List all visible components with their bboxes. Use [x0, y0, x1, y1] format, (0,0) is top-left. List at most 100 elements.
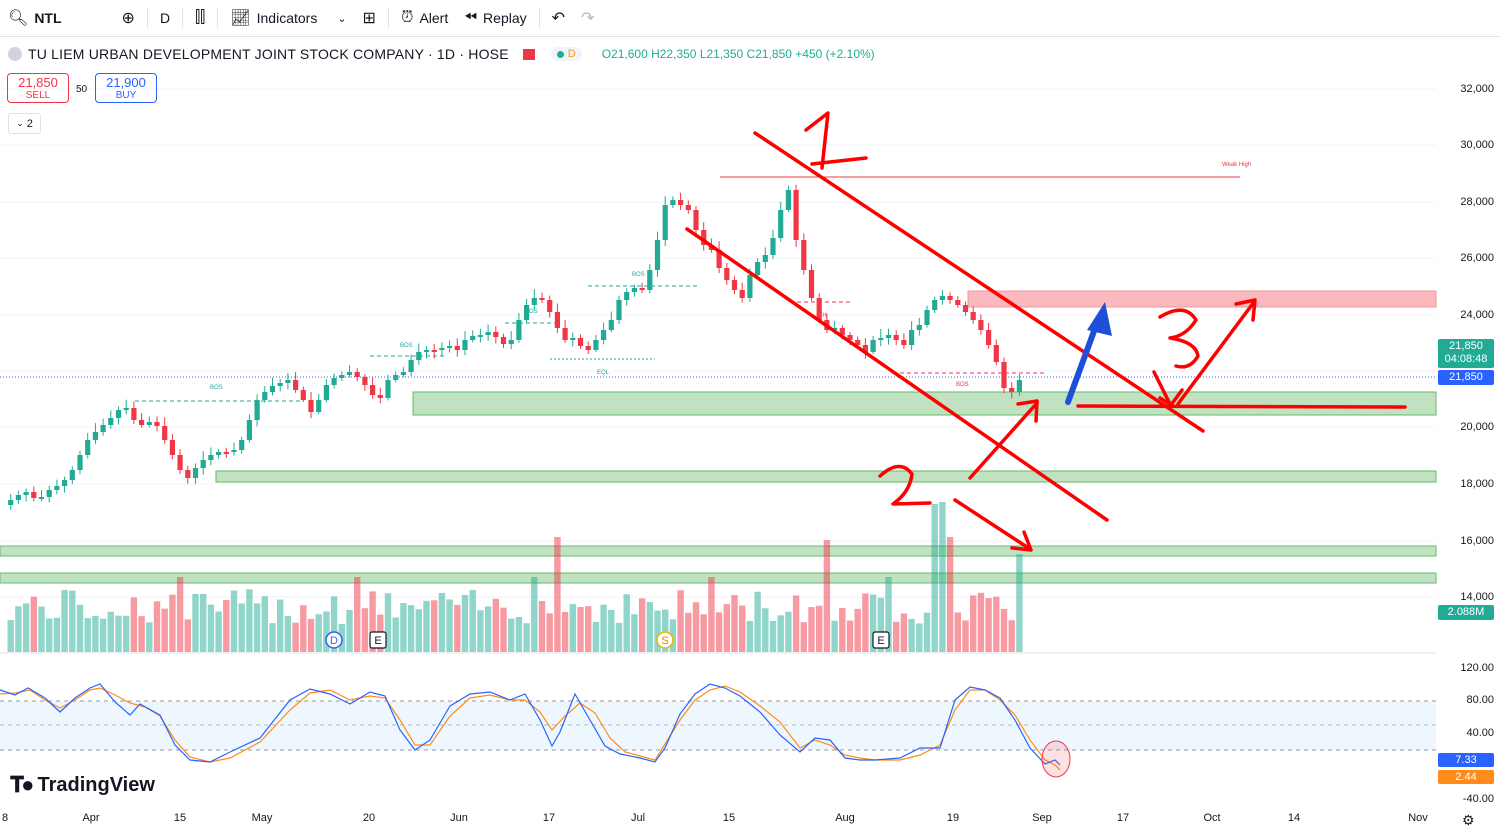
- bos-label: BOS: [525, 309, 538, 315]
- candle-body: [755, 262, 761, 275]
- candle-body: [54, 486, 60, 490]
- candle-body: [970, 312, 976, 320]
- candle-body: [108, 418, 114, 425]
- volume-bar: [908, 618, 915, 652]
- candle-body: [285, 380, 291, 383]
- volume-bar: [1008, 620, 1015, 652]
- volume-bar: [76, 604, 84, 652]
- eql-label: EQL: [597, 370, 610, 376]
- volume-bar: [215, 611, 222, 652]
- candlesticks: [8, 184, 1022, 510]
- search-icon: 🔍︎: [8, 10, 29, 27]
- candle-body: [662, 205, 668, 240]
- status-dot-icon: [556, 50, 564, 58]
- symbol-logo-icon: [8, 47, 22, 61]
- split-marker[interactable]: [656, 631, 674, 649]
- candle-body: [162, 426, 168, 440]
- divider: [387, 8, 389, 28]
- arrow-down-3: [1152, 370, 1172, 406]
- demand-zone: [0, 545, 1437, 557]
- volume-bar: [69, 590, 76, 652]
- indicators-collapse-button[interactable]: ⌄ 2: [8, 113, 41, 134]
- undo-button[interactable]: ↶: [544, 0, 573, 36]
- event-markers[interactable]: D E S E: [325, 631, 890, 649]
- dividend-marker[interactable]: [325, 631, 343, 649]
- candle-body: [393, 375, 399, 380]
- candle-body: [223, 452, 229, 454]
- volume-bar: [99, 618, 107, 652]
- candle-body: [531, 298, 537, 305]
- stoch-k-line: [0, 683, 1061, 766]
- candle-body: [870, 340, 876, 352]
- layouts-button[interactable]: ⊞: [355, 0, 384, 36]
- compare-button[interactable]: ⊕: [114, 0, 143, 36]
- candle-body: [955, 300, 961, 305]
- stochastic-oscillator: [0, 683, 1436, 778]
- earnings-marker[interactable]: [872, 631, 890, 649]
- bos-label: BOS: [632, 272, 645, 278]
- price-axis[interactable]: 32,000 30,000 28,000 26,000 24,000 20,00…: [1436, 37, 1500, 832]
- tradingview-logo-icon: 𝐓●: [10, 772, 35, 797]
- redo-button[interactable]: ↷: [573, 0, 602, 36]
- candle-body: [177, 455, 183, 470]
- candle-body: [747, 275, 753, 298]
- volume-bar: [176, 577, 184, 652]
- divider: [182, 8, 184, 28]
- choch-label: CH: [818, 313, 827, 319]
- volume-bar: [315, 614, 322, 652]
- volume-bar: [554, 537, 561, 652]
- candle-body: [423, 350, 430, 352]
- volume-bar: [384, 593, 392, 652]
- bos-label: BOS: [400, 343, 413, 349]
- buy-button[interactable]: 21,900 BUY: [95, 73, 157, 103]
- volume-bar: [200, 593, 207, 652]
- candle-body: [516, 320, 522, 340]
- volume-bar: [893, 621, 900, 652]
- earnings-marker[interactable]: [369, 631, 387, 649]
- alert-button[interactable]: ⏰︎ Alert: [393, 0, 456, 36]
- volume-bar: [816, 605, 823, 652]
- volume-bar: [546, 613, 553, 652]
- candle-body: [246, 420, 252, 440]
- candle-body: [932, 300, 938, 310]
- hand-drawn-annotations: [685, 111, 1407, 552]
- indicator-count: 2: [26, 117, 33, 130]
- replay-button[interactable]: ⏪︎ Replay: [456, 0, 534, 36]
- candle-body: [832, 328, 838, 330]
- volume-bar: [22, 603, 30, 652]
- volume-bar: [839, 607, 846, 652]
- tradingview-logo[interactable]: 𝐓● TradingView: [10, 772, 155, 798]
- gear-icon[interactable]: ⚙: [1462, 812, 1475, 828]
- chart-type-button[interactable]: ⫿⫿: [187, 0, 213, 36]
- volume-bar: [123, 615, 130, 652]
- candle-body: [77, 455, 83, 470]
- sell-button[interactable]: 21,850 SELL: [7, 73, 69, 103]
- interval-button[interactable]: D: [152, 0, 178, 36]
- indicators-button[interactable]: 📈︎ Indicators ⌄: [222, 0, 354, 36]
- volume-bar: [900, 613, 908, 652]
- low-value: L21,350: [699, 47, 744, 61]
- volume-bar: [454, 604, 461, 652]
- earnings-marker-label: E: [877, 635, 884, 647]
- volume-bar: [1016, 554, 1023, 652]
- volume-bar: [792, 595, 800, 652]
- market-structure-lines: [0, 176, 1436, 402]
- flag-icon[interactable]: [522, 48, 535, 60]
- market-status-badge[interactable]: D: [550, 47, 582, 61]
- candle-body: [62, 480, 68, 486]
- volume-bar: [138, 616, 145, 652]
- volume-bar: [700, 614, 707, 652]
- bar-countdown: 04:08:48: [1444, 353, 1488, 365]
- volume-bar: [877, 597, 884, 652]
- volume-bar: [223, 599, 230, 652]
- volume-bar: [446, 599, 453, 652]
- volume-bar: [731, 595, 738, 652]
- price-tick: 26,000: [1460, 252, 1494, 264]
- arrow-head: [1010, 530, 1033, 552]
- candle-body: [731, 280, 738, 290]
- symbol-search[interactable]: 🔍︎ NTL: [0, 0, 70, 36]
- supply-zone: [967, 290, 1437, 308]
- instrument-title[interactable]: TU LIEM URBAN DEVELOPMENT JOINT STOCK CO…: [28, 46, 509, 62]
- candle-body: [269, 386, 276, 392]
